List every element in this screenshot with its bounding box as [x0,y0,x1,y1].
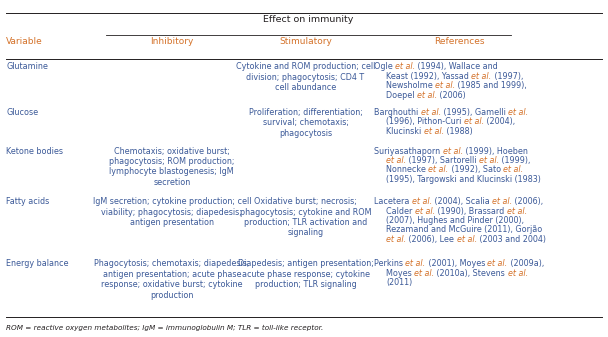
Text: et al.: et al. [395,62,415,71]
Text: Calder: Calder [386,207,415,216]
Text: et al.: et al. [424,127,444,136]
Text: Doepel: Doepel [386,91,417,100]
Text: IgM secretion; cytokine production; cell
viability; phagocytosis; diapedesis;
an: IgM secretion; cytokine production; cell… [92,197,251,227]
Text: (1999), Hoeben: (1999), Hoeben [463,147,528,156]
Text: (2006): (2006) [437,91,466,100]
Text: Stimulatory: Stimulatory [279,37,332,46]
Text: et al.: et al. [471,72,492,81]
Text: (2004),: (2004), [484,117,515,126]
Text: (2007), Hughes and Pinder (2000),: (2007), Hughes and Pinder (2000), [386,216,524,225]
Text: Glutamine: Glutamine [6,62,48,71]
Text: et al.: et al. [488,259,508,269]
Text: (2003 and 2004): (2003 and 2004) [477,235,546,244]
Text: Nonnecke: Nonnecke [386,165,429,175]
Text: Inhibitory: Inhibitory [150,37,193,46]
Text: Energy balance: Energy balance [6,259,69,269]
Text: Perkins: Perkins [374,259,406,269]
Text: Newsholme: Newsholme [386,81,435,90]
Text: Oxidative burst; necrosis;
phagocytosis; cytokine and ROM
production; TLR activa: Oxidative burst; necrosis; phagocytosis;… [240,197,371,237]
Text: (1985 and 1999),: (1985 and 1999), [455,81,527,90]
Text: et al.: et al. [414,269,435,278]
Text: Klucinski: Klucinski [386,127,424,136]
Text: (1988): (1988) [444,127,472,136]
Text: Ogle: Ogle [374,62,395,71]
Text: (1990), Brassard: (1990), Brassard [435,207,507,216]
Text: et al.: et al. [415,207,435,216]
Text: Effect on immunity: Effect on immunity [263,15,354,24]
Text: et al.: et al. [464,117,484,126]
Text: Variable: Variable [6,37,43,46]
Text: Ketone bodies: Ketone bodies [6,147,63,156]
Text: et al.: et al. [412,197,432,206]
Text: (1992), Sato: (1992), Sato [449,165,503,175]
Text: et al.: et al. [479,156,499,165]
Text: et al.: et al. [507,207,527,216]
Text: (2004), Scalia: (2004), Scalia [432,197,492,206]
Text: et al.: et al. [443,147,463,156]
Text: (2009a),: (2009a), [508,259,544,269]
Text: Cytokine and ROM production; cell
division; phagocytosis; CD4 T
cell abundance: Cytokine and ROM production; cell divisi… [236,62,375,92]
Text: et al.: et al. [508,108,528,117]
Text: Lacetera: Lacetera [374,197,412,206]
Text: et al.: et al. [503,165,523,175]
Text: et al.: et al. [457,235,477,244]
Text: et al.: et al. [406,259,426,269]
Text: Moyes: Moyes [386,269,414,278]
Text: et al.: et al. [386,235,406,244]
Text: (1995), Targowski and Klucinski (1983): (1995), Targowski and Klucinski (1983) [386,175,541,184]
Text: (1996), Pithon-Curi: (1996), Pithon-Curi [386,117,464,126]
Text: Barghouthi: Barghouthi [374,108,421,117]
Text: et al.: et al. [429,165,449,175]
Text: (2006),: (2006), [513,197,544,206]
Text: et al.: et al. [421,108,441,117]
Text: Suriyasathaporn: Suriyasathaporn [374,147,443,156]
Text: Phagocytosis; chemotaxis; diapedesis;
antigen presentation; acute phase
response: Phagocytosis; chemotaxis; diapedesis; an… [94,259,249,300]
Text: References: References [434,37,485,46]
Text: Rezamand and McGuire (2011), Gorjão: Rezamand and McGuire (2011), Gorjão [386,225,542,235]
Text: (2011): (2011) [386,278,412,287]
Text: et al.: et al. [508,269,528,278]
Text: et al.: et al. [417,91,437,100]
Text: et al.: et al. [435,81,455,90]
Text: ROM = reactive oxygen metabolites; IgM = immunoglobulin M; TLR = toll-like recep: ROM = reactive oxygen metabolites; IgM =… [6,325,323,331]
Text: (1999),: (1999), [499,156,531,165]
Text: (1995), Gamelli: (1995), Gamelli [441,108,508,117]
Text: Diapedesis; antigen presentation;
acute phase response; cytokine
production; TLR: Diapedesis; antigen presentation; acute … [238,259,373,289]
Text: (2001), Moyes: (2001), Moyes [426,259,488,269]
Text: (2010a), Stevens: (2010a), Stevens [435,269,508,278]
Text: Glucose: Glucose [6,108,38,117]
Text: et al.: et al. [386,156,406,165]
Text: (1997),: (1997), [492,72,523,81]
Text: Fatty acids: Fatty acids [6,197,49,206]
Text: Chemotaxis; oxidative burst;
phagocytosis; ROM production;
lymphocyte blastogene: Chemotaxis; oxidative burst; phagocytosi… [109,147,235,187]
Text: Proliferation; differentiation;
survival; chemotaxis;
phagocytosis: Proliferation; differentiation; survival… [249,108,362,137]
Text: (2006), Lee: (2006), Lee [406,235,457,244]
Text: et al.: et al. [492,197,513,206]
Text: (1997), Sartorelli: (1997), Sartorelli [406,156,479,165]
Text: Keast (1992), Yassad: Keast (1992), Yassad [386,72,471,81]
Text: (1994), Wallace and: (1994), Wallace and [415,62,498,71]
